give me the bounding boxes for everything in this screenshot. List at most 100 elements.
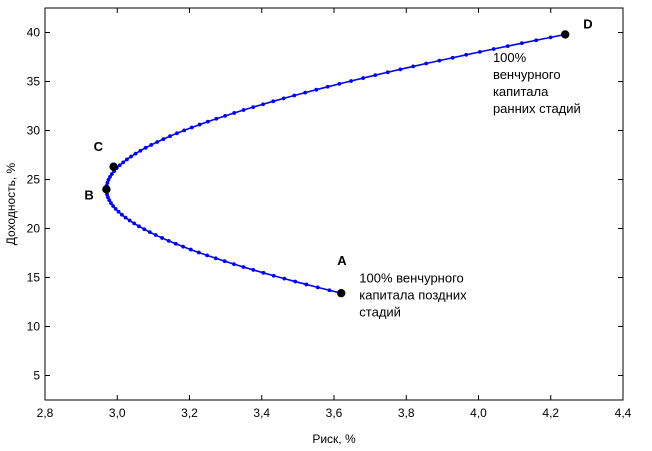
data-point: [108, 175, 112, 179]
key-point-b: [102, 185, 111, 194]
data-point: [149, 143, 154, 147]
data-point: [241, 265, 246, 269]
data-point: [282, 276, 287, 281]
data-point: [232, 262, 236, 267]
annotation-line: ранних стадий: [493, 101, 581, 116]
data-point: [303, 90, 308, 95]
data-point: [153, 233, 158, 237]
data-point: [123, 215, 128, 220]
annotation-line: стадий: [359, 304, 401, 319]
data-point: [142, 227, 147, 232]
data-point: [113, 206, 118, 211]
annotation-line: венчурного: [493, 67, 561, 82]
data-point: [450, 55, 455, 60]
data-point: [132, 221, 137, 226]
data-point: [337, 81, 342, 86]
y-tick-label: 40: [27, 26, 41, 40]
data-point: [205, 119, 210, 124]
data-point: [121, 160, 126, 165]
annotation-line: 100% венчурного: [359, 270, 463, 285]
data-point: [119, 212, 124, 217]
y-tick-label: 30: [27, 124, 41, 138]
x-tick-label: 4,2: [542, 406, 559, 420]
y-tick-label: 5: [33, 369, 40, 383]
data-point: [107, 198, 112, 203]
data-point: [205, 253, 210, 258]
x-tick-label: 3,4: [253, 406, 270, 420]
data-point: [398, 67, 403, 72]
key-point-label-c: C: [94, 139, 104, 154]
y-axis-ticks: 5 10 15 20 25 30 35 40: [27, 26, 623, 383]
key-point-a: [337, 288, 346, 298]
data-point: [314, 87, 319, 92]
key-point-label-a: A: [337, 253, 347, 268]
data-point: [188, 247, 193, 252]
annotation-text: 100% венчурного капитала ранних стадий: [493, 50, 581, 116]
data-point: [251, 105, 256, 110]
data-point: [325, 84, 330, 89]
data-point: [155, 140, 160, 144]
annotation-line: капитала поздних: [359, 287, 467, 302]
curve-markers: [104, 32, 568, 296]
data-point: [182, 128, 187, 133]
x-tick-label: 3,6: [326, 406, 343, 420]
data-point: [175, 131, 179, 136]
annotation-line: 100%: [493, 50, 527, 65]
data-point: [161, 137, 166, 142]
data-point: [373, 73, 378, 78]
data-point: [232, 111, 237, 115]
data-point: [361, 76, 366, 80]
x-tick-label: 3,0: [109, 406, 126, 420]
data-point: [505, 44, 510, 48]
x-axis-label: Риск, %: [312, 432, 356, 446]
annotations: 100% венчурного капитала ранних стадий 100% …: [359, 50, 581, 319]
x-tick-label: 4,4: [615, 406, 632, 420]
data-point: [137, 224, 141, 229]
key-point-label-d: D: [583, 16, 592, 31]
y-tick-label: 15: [27, 271, 41, 285]
data-point: [437, 58, 442, 63]
data-point: [519, 41, 524, 46]
data-point: [327, 288, 332, 293]
plot-frame: [44, 7, 624, 401]
data-point: [548, 35, 553, 40]
data-point: [160, 236, 164, 240]
data-point: [214, 116, 219, 121]
data-point: [189, 125, 194, 130]
data-point: [223, 113, 228, 118]
y-tick-label: 35: [27, 75, 41, 89]
x-tick-label: 4,0: [470, 406, 487, 420]
y-tick-label: 10: [27, 320, 41, 334]
data-point: [197, 122, 202, 127]
data-point: [304, 282, 309, 287]
data-point: [261, 102, 265, 107]
data-point: [173, 241, 178, 246]
data-point: [261, 270, 266, 275]
data-point: [181, 244, 186, 249]
data-point: [411, 64, 416, 69]
data-point: [109, 201, 113, 205]
data-point: [116, 209, 121, 214]
data-point: [106, 177, 111, 182]
annotation-line: капитала: [493, 84, 549, 99]
data-point: [143, 145, 148, 150]
key-point-d: [561, 30, 570, 39]
key-point-c: [109, 162, 118, 171]
data-point: [213, 256, 218, 261]
data-point: [129, 154, 133, 159]
data-point: [251, 268, 256, 272]
data-point: [138, 148, 143, 153]
data-point: [271, 273, 276, 278]
x-tick-label: 3,2: [181, 406, 198, 420]
data-point: [111, 204, 116, 208]
data-point: [385, 70, 390, 75]
data-point: [491, 47, 496, 51]
key-points: A B C D: [84, 16, 593, 298]
y-tick-label: 20: [27, 222, 41, 236]
data-point: [117, 163, 122, 168]
data-point: [464, 52, 469, 57]
data-point: [147, 230, 152, 235]
data-point: [196, 250, 201, 255]
x-axis-ticks: 2,8 3,0 3,2 3,4 3,6 3,8 4,0 4,2 4,4: [37, 8, 632, 420]
data-point: [127, 218, 132, 223]
